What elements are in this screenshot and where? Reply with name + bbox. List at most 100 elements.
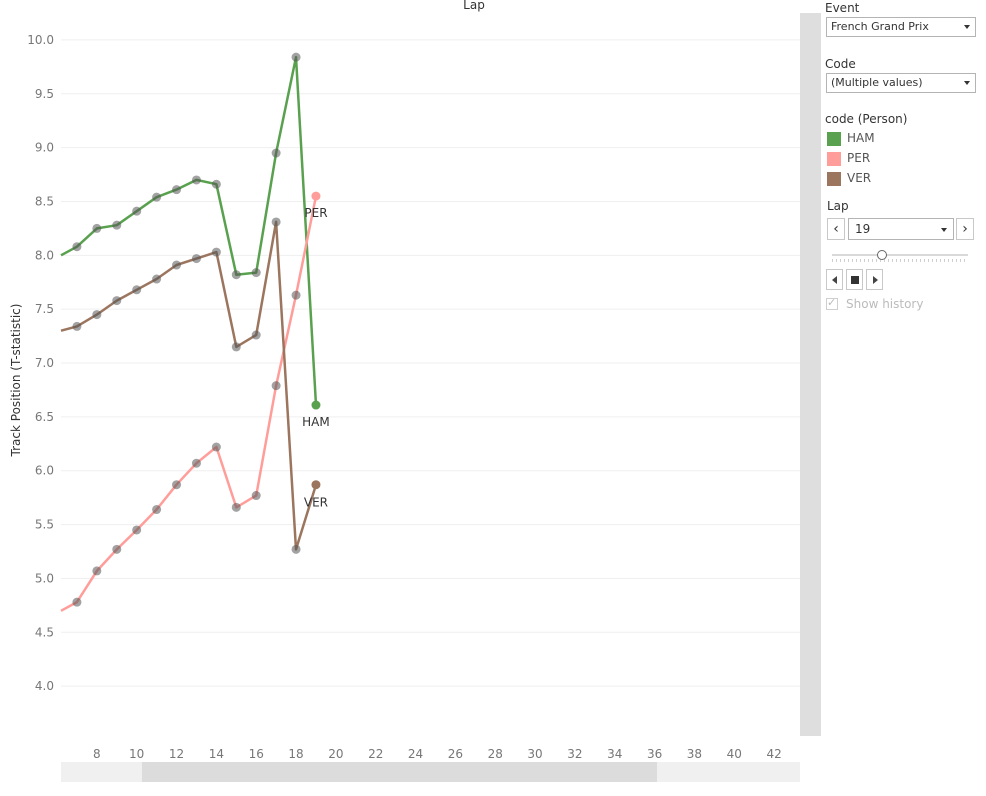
- series-line-per: [60, 195, 318, 612]
- data-point-ham: [251, 268, 261, 278]
- data-point-per: [191, 458, 201, 468]
- legend-label: VER: [847, 171, 872, 185]
- x-tick-label: 14: [209, 747, 224, 761]
- event-dropdown-value: French Grand Prix: [831, 20, 929, 33]
- y-tick-label: 8.5: [35, 194, 54, 208]
- data-point-per: [152, 505, 162, 515]
- chevron-left-icon: ‹: [833, 221, 839, 237]
- legend-item-ham[interactable]: HAM: [827, 131, 977, 147]
- lap-next-button[interactable]: ›: [956, 218, 974, 240]
- event-dropdown[interactable]: French Grand Prix: [826, 17, 976, 37]
- data-point-ver: [152, 274, 162, 284]
- line-chart: Lap Track Position (T-statistic) 4.0 4.5 5…: [9, 0, 800, 761]
- x-tick-label: 18: [288, 747, 303, 761]
- series-end-label-per: PER: [304, 206, 327, 220]
- x-tick-label: 22: [368, 747, 383, 761]
- y-tick-label: 9.0: [35, 141, 54, 155]
- data-point-ver: [92, 310, 102, 320]
- y-tick-label: 10.0: [27, 33, 54, 47]
- data-point-ver: [72, 321, 82, 331]
- data-point-per: [112, 544, 122, 554]
- x-tick-label: 16: [249, 747, 264, 761]
- code-dropdown[interactable]: (Multiple values): [826, 73, 976, 93]
- data-point-per: [172, 480, 182, 490]
- chevron-right-icon: ›: [962, 221, 968, 237]
- data-point-ver: [132, 285, 142, 295]
- chevron-down-icon: [941, 228, 947, 232]
- y-axis-title: Track Position (T-statistic): [9, 304, 23, 458]
- series-points: [72, 52, 321, 607]
- data-point-ham: [172, 185, 182, 195]
- data-point-ver: [112, 296, 122, 306]
- data-point-per: [132, 525, 142, 535]
- lap-previous-button[interactable]: ‹: [827, 218, 845, 240]
- code-filter-title: Code: [825, 57, 856, 71]
- x-tick-label: 30: [527, 747, 542, 761]
- x-tick-label: 24: [408, 747, 423, 761]
- legend-label: HAM: [847, 131, 875, 145]
- data-point-per: [231, 502, 241, 512]
- show-history-checkbox[interactable]: ✓: [826, 296, 838, 310]
- vertical-scrollbar[interactable]: [800, 13, 821, 736]
- data-point-per: [211, 442, 221, 452]
- stop-button[interactable]: [846, 269, 863, 290]
- play-backward-button[interactable]: [826, 269, 843, 290]
- y-tick-label: 5.5: [35, 518, 54, 532]
- data-point-ver: [291, 544, 301, 554]
- series-end-label-ver: VER: [304, 496, 328, 510]
- y-tick-label: 6.0: [35, 464, 54, 478]
- lap-dropdown-value: 19: [855, 222, 871, 236]
- data-point-ver: [311, 480, 321, 490]
- data-point-ver: [231, 342, 241, 352]
- data-point-ver: [271, 217, 281, 227]
- y-tick-label: 6.5: [35, 410, 54, 424]
- legend-item-per[interactable]: PER: [827, 151, 977, 167]
- chevron-down-icon: [964, 25, 970, 29]
- data-point-ham: [112, 220, 122, 230]
- code-dropdown-value: (Multiple values): [831, 76, 923, 89]
- horizontal-scrollbar-thumb[interactable]: [142, 762, 657, 782]
- x-tick-label: 36: [647, 747, 662, 761]
- data-point-ham: [271, 148, 281, 158]
- play-forward-button[interactable]: [866, 269, 883, 290]
- data-point-ham: [191, 175, 201, 185]
- x-tick-label: 10: [129, 747, 144, 761]
- data-point-per: [291, 290, 301, 300]
- x-tick-label: 26: [448, 747, 463, 761]
- x-tick-label: 8: [93, 747, 101, 761]
- x-tick-label: 38: [687, 747, 702, 761]
- chart-area: Lap Track Position (T-statistic) 4.0 4.5 5…: [9, 0, 800, 761]
- data-point-per: [251, 491, 261, 501]
- lap-slider-thumb[interactable]: [877, 250, 888, 260]
- y-axis-ticks: 4.0 4.5 5.0 5.5 6.0 6.5 7.0 7.5 8.0 8.5 9.0 9.5 10.0: [27, 33, 54, 693]
- legend-title: code (Person): [825, 112, 908, 126]
- y-tick-label: 4.0: [35, 679, 54, 693]
- data-point-ver: [251, 330, 261, 340]
- lap-dropdown[interactable]: 19: [848, 218, 954, 240]
- play-forward-icon: [873, 276, 878, 284]
- data-point-per: [271, 381, 281, 391]
- series-lines: [60, 55, 318, 612]
- x-tick-label: 12: [169, 747, 184, 761]
- gridlines: [61, 39, 800, 687]
- data-point-per: [72, 597, 82, 607]
- lap-filter-title: Lap: [827, 199, 849, 213]
- y-tick-label: 9.5: [35, 87, 54, 101]
- play-backward-icon: [832, 276, 837, 284]
- series-end-label-ham: HAM: [302, 415, 330, 429]
- x-tick-label: 32: [567, 747, 582, 761]
- show-history-label: Show history: [846, 297, 924, 311]
- event-filter-title: Event: [825, 1, 860, 15]
- data-point-ham: [291, 52, 301, 62]
- show-history-toggle[interactable]: ✓ Show history: [826, 296, 976, 313]
- y-tick-label: 7.0: [35, 356, 54, 370]
- checkmark-icon: ✓: [827, 296, 837, 309]
- data-point-ver: [172, 260, 182, 270]
- y-tick-label: 8.0: [35, 248, 54, 262]
- data-point-ham: [152, 192, 162, 202]
- stop-icon: [851, 276, 859, 284]
- x-axis-ticks: 8 10 12 14 16 18 20 22 24 26 28 30 32 34 36 38 40 42: [93, 747, 782, 761]
- lap-slider-track[interactable]: [832, 254, 968, 256]
- legend-item-ver[interactable]: VER: [827, 171, 977, 187]
- y-tick-label: 5.0: [35, 571, 54, 585]
